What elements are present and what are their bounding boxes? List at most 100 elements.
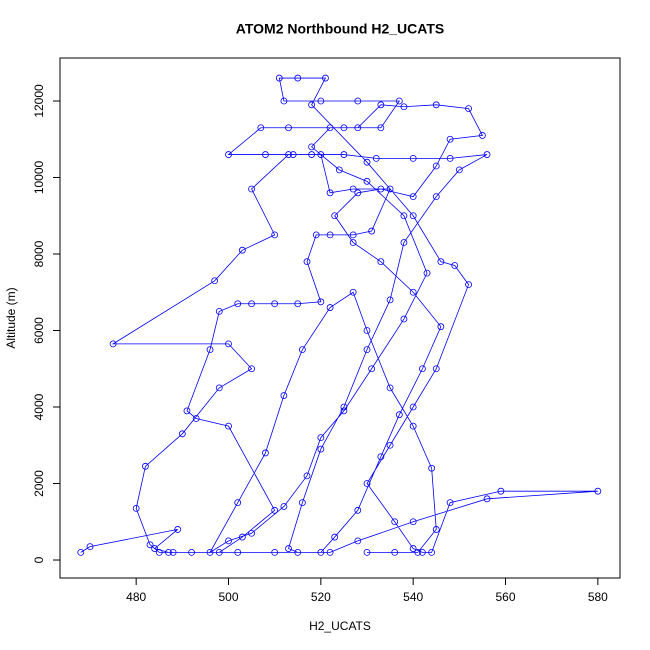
point [211, 277, 219, 285]
point [363, 327, 371, 334]
point [363, 548, 371, 556]
point [414, 548, 422, 556]
point [248, 185, 255, 193]
point [483, 495, 491, 503]
point [400, 315, 408, 323]
point [77, 548, 85, 556]
y-tick-label: 10000 [32, 160, 46, 194]
point [428, 548, 436, 556]
point [368, 227, 376, 235]
chart-title: ATOM2 Northbound H2_UCATS [236, 21, 444, 37]
point [271, 231, 279, 239]
x-tick-label: 580 [588, 590, 608, 604]
point [248, 529, 255, 537]
point [409, 288, 417, 296]
point [289, 151, 297, 158]
point [446, 499, 454, 507]
point [465, 105, 472, 113]
point [326, 548, 334, 556]
y-tick-label: 4000 [32, 393, 46, 420]
point [354, 537, 362, 545]
point [317, 97, 325, 105]
point [432, 162, 440, 170]
point [497, 487, 505, 495]
point [317, 298, 325, 306]
point [192, 415, 200, 422]
point [280, 503, 288, 510]
point [308, 151, 316, 158]
point [238, 533, 246, 541]
point [363, 480, 371, 487]
x-tick-label: 500 [218, 590, 238, 604]
point [215, 384, 223, 392]
point [419, 548, 426, 556]
point [377, 185, 385, 193]
point [372, 154, 380, 162]
point [280, 392, 288, 399]
point [455, 166, 463, 174]
point [446, 154, 454, 162]
point [363, 177, 371, 185]
point [151, 545, 159, 552]
point [298, 499, 306, 507]
point [280, 97, 288, 105]
point [238, 246, 246, 254]
point [446, 135, 454, 143]
point [349, 231, 357, 239]
point [146, 541, 154, 549]
point [285, 124, 292, 132]
point [109, 340, 117, 348]
point [437, 258, 445, 266]
y-tick-label: 2000 [32, 470, 46, 497]
point [326, 189, 334, 197]
point [340, 403, 348, 411]
x-tick-label: 480 [126, 590, 146, 604]
point [206, 346, 214, 354]
point [206, 548, 214, 556]
point [183, 407, 191, 415]
y-tick-label: 0 [32, 556, 46, 563]
point [483, 151, 491, 158]
point [174, 526, 182, 533]
point [354, 124, 362, 132]
point [377, 453, 385, 461]
point [386, 384, 394, 392]
point [248, 300, 255, 308]
point [298, 346, 306, 354]
point [312, 231, 320, 239]
point [340, 407, 348, 415]
point [317, 434, 325, 442]
point [132, 504, 140, 512]
point [409, 212, 417, 220]
point [215, 307, 223, 315]
point [479, 132, 486, 139]
point [335, 166, 343, 174]
point [262, 449, 269, 457]
point [165, 548, 172, 556]
point [349, 239, 357, 246]
point [377, 101, 385, 109]
point [326, 304, 334, 311]
point [409, 518, 417, 526]
x-tick-label: 560 [495, 590, 515, 604]
point [234, 300, 242, 308]
point [322, 74, 329, 82]
point [349, 288, 357, 296]
y-axis-title: Altitude (m) [4, 287, 18, 348]
point [451, 262, 459, 269]
point [271, 300, 279, 308]
point [234, 499, 242, 507]
point [423, 269, 431, 277]
point [86, 543, 94, 551]
point [188, 548, 195, 556]
plot-box [59, 57, 621, 579]
point [354, 97, 362, 105]
point [234, 548, 242, 556]
point [386, 296, 394, 304]
y-tick-label: 12000 [32, 84, 46, 118]
point [225, 422, 232, 430]
point [294, 548, 302, 556]
point [225, 151, 232, 158]
